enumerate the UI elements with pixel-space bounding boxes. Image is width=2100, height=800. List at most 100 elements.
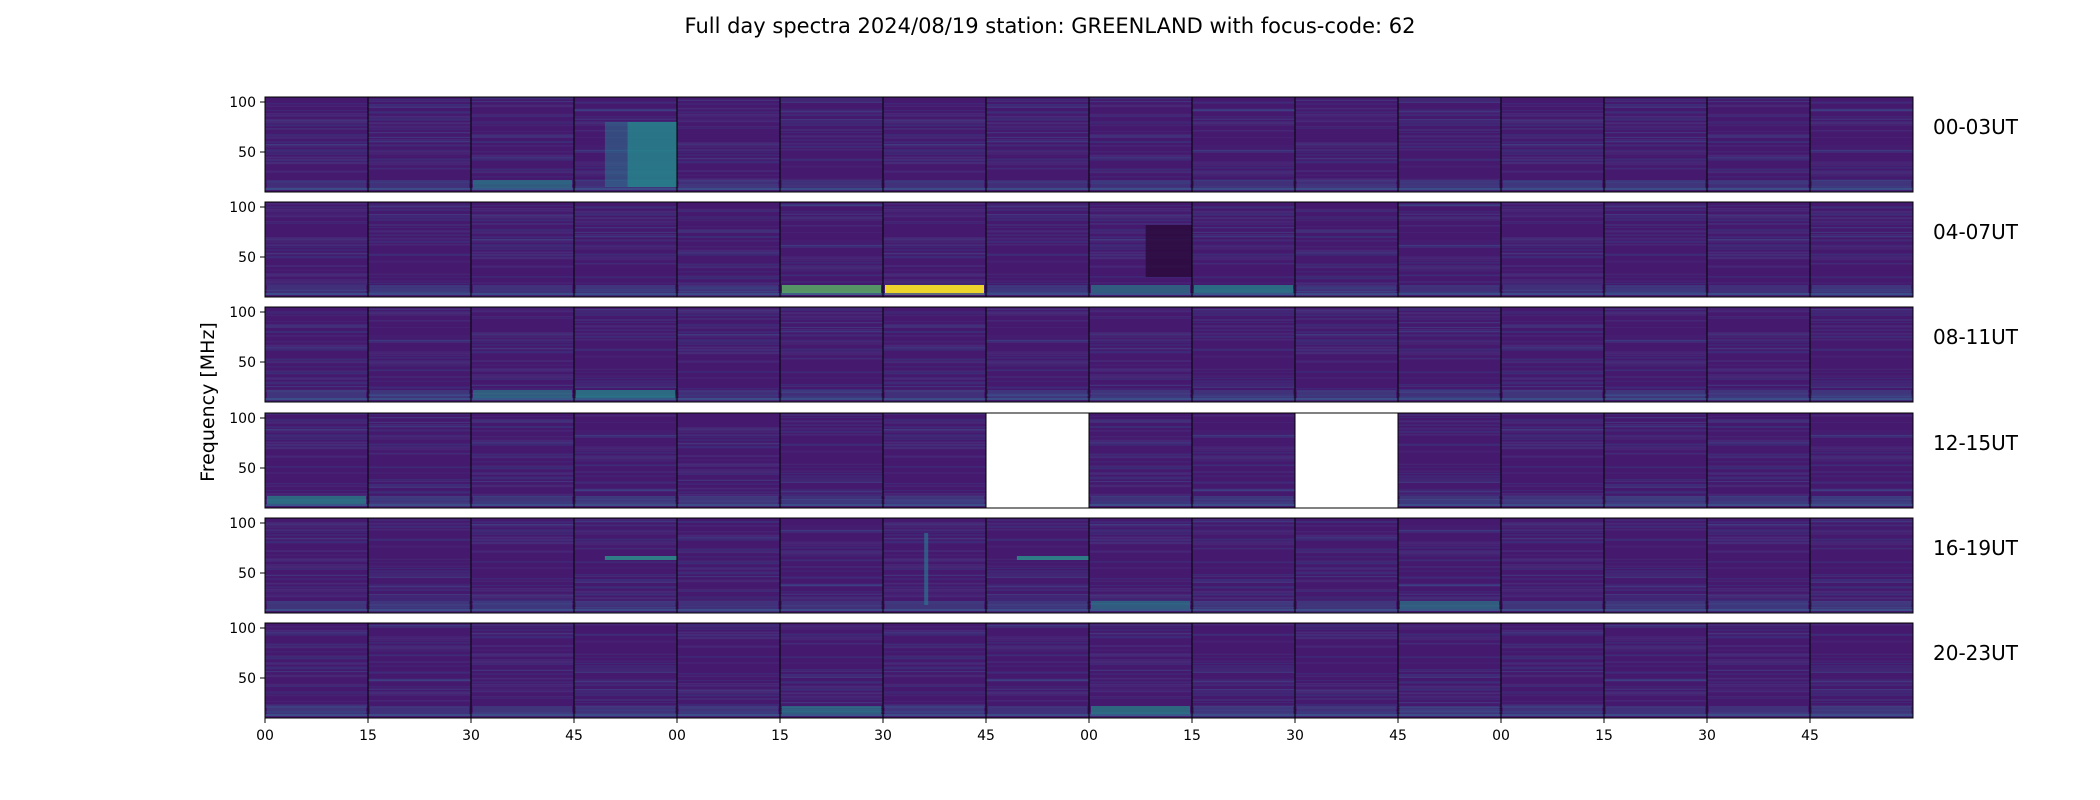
spectrum-panel: [1397, 96, 1502, 193]
low-frequency-line: [574, 714, 677, 716]
low-frequency-band: [1400, 601, 1499, 611]
low-frequency-band: [782, 601, 881, 611]
low-frequency-line: [780, 293, 883, 295]
low-frequency-band: [267, 180, 366, 190]
spectrum-panel: [1088, 517, 1193, 614]
low-frequency-line: [1192, 293, 1295, 295]
low-frequency-band: [267, 601, 366, 611]
low-frequency-line: [265, 609, 368, 611]
spectrum-background: [1604, 518, 1707, 613]
panel-frame: [1809, 412, 1914, 509]
spectrum-panel: [264, 412, 369, 509]
spectrum-panel: [985, 96, 1090, 193]
low-frequency-band: [679, 285, 778, 295]
spectrum-panel: [1706, 96, 1811, 193]
low-frequency-band: [1400, 496, 1499, 506]
low-frequency-band: [885, 390, 984, 400]
spectrum-panel: [1706, 622, 1811, 719]
low-frequency-band: [1503, 496, 1602, 506]
x-axis: 00 15 30 45 00 15 30 45 00 15 30 45 00 15 30 45: [256, 718, 1819, 744]
chart-title: Full day spectra 2024/08/19 station: GRE…: [685, 14, 1416, 38]
low-frequency-line: [1295, 714, 1398, 716]
low-frequency-band: [1194, 180, 1293, 190]
spectrum-background: [677, 413, 780, 508]
low-frequency-band: [370, 706, 469, 716]
low-frequency-band: [782, 706, 881, 716]
spectrum-background: [1192, 202, 1295, 297]
low-frequency-line: [368, 714, 471, 716]
low-frequency-line: [368, 609, 471, 611]
row-label: 00-03UT: [1933, 115, 2019, 139]
low-frequency-line: [1089, 188, 1192, 190]
spectrum-panel: [1294, 96, 1399, 193]
spectrum-panel: [676, 96, 781, 193]
low-frequency-band: [1194, 390, 1293, 400]
spectrum-panel: [1294, 201, 1399, 298]
spectrum-panel: [882, 96, 987, 193]
spectrum-panel: [985, 517, 1090, 614]
low-frequency-band: [1606, 285, 1705, 295]
low-frequency-band: [1297, 706, 1396, 716]
x-tick-label: 30: [1698, 728, 1716, 744]
low-frequency-band: [576, 706, 675, 716]
low-frequency-band: [885, 285, 984, 295]
spectrum-panel: [470, 96, 575, 193]
low-frequency-line: [1398, 293, 1501, 295]
spectrum-background: [265, 413, 368, 508]
spectrum-panel: [1191, 622, 1296, 719]
low-frequency-line: [471, 714, 574, 716]
spectrum-background: [677, 307, 780, 402]
low-frequency-band: [576, 601, 675, 611]
y-tick-label: 50: [238, 671, 256, 687]
spectrum-panel: [676, 306, 781, 403]
spectra-row: 100 50 12-15UT: [229, 411, 2019, 509]
spectrum-background: [1501, 202, 1604, 297]
spectrum-background: [1295, 518, 1398, 613]
low-frequency-line: [1192, 609, 1295, 611]
low-frequency-band: [1812, 285, 1911, 295]
low-frequency-line: [471, 504, 574, 506]
low-frequency-band: [1606, 180, 1705, 190]
spectra-row: 100 50 08-11UT: [229, 305, 2019, 403]
x-tick-label: 15: [771, 728, 789, 744]
low-frequency-band: [1709, 285, 1808, 295]
spectrum-background: [883, 202, 986, 297]
spectrum-panel: [1809, 622, 1914, 719]
low-frequency-band: [267, 390, 366, 400]
low-frequency-band: [1194, 285, 1293, 295]
spectrum-background: [1707, 202, 1810, 297]
low-frequency-line: [1192, 504, 1295, 506]
low-frequency-band: [1606, 706, 1705, 716]
spectrum-background: [265, 623, 368, 718]
spectrum-panel: [1809, 201, 1914, 298]
low-frequency-line: [780, 504, 883, 506]
spectra-row: 100 50 20-23UT: [229, 621, 2019, 719]
low-frequency-line: [1707, 609, 1810, 611]
spectrum-background: [1501, 97, 1604, 192]
spectrum-panel: [1603, 306, 1708, 403]
spectrum-panel: [1603, 96, 1708, 193]
low-frequency-line: [471, 609, 574, 611]
panel-frame: [1809, 517, 1914, 614]
low-frequency-band: [679, 390, 778, 400]
low-frequency-line: [1604, 188, 1707, 190]
low-frequency-band: [1503, 180, 1602, 190]
low-frequency-line: [1089, 504, 1192, 506]
spectrum-panel: [1397, 306, 1502, 403]
spectrum-panel: [1500, 306, 1605, 403]
x-tick-label: 30: [462, 728, 480, 744]
y-tick-label: 100: [229, 305, 256, 321]
spectrum-panel: [470, 622, 575, 719]
spectrum-panel: [676, 201, 781, 298]
low-frequency-band: [473, 496, 572, 506]
low-frequency-line: [1398, 714, 1501, 716]
low-frequency-line: [1089, 398, 1192, 400]
low-frequency-line: [677, 293, 780, 295]
spectrum-background: [1398, 518, 1501, 613]
spectrum-background: [574, 202, 677, 297]
spectrum-background: [1604, 97, 1707, 192]
spectrum-background: [1810, 307, 1913, 402]
low-frequency-line: [883, 714, 986, 716]
low-frequency-line: [1501, 609, 1604, 611]
low-frequency-line: [1604, 609, 1707, 611]
